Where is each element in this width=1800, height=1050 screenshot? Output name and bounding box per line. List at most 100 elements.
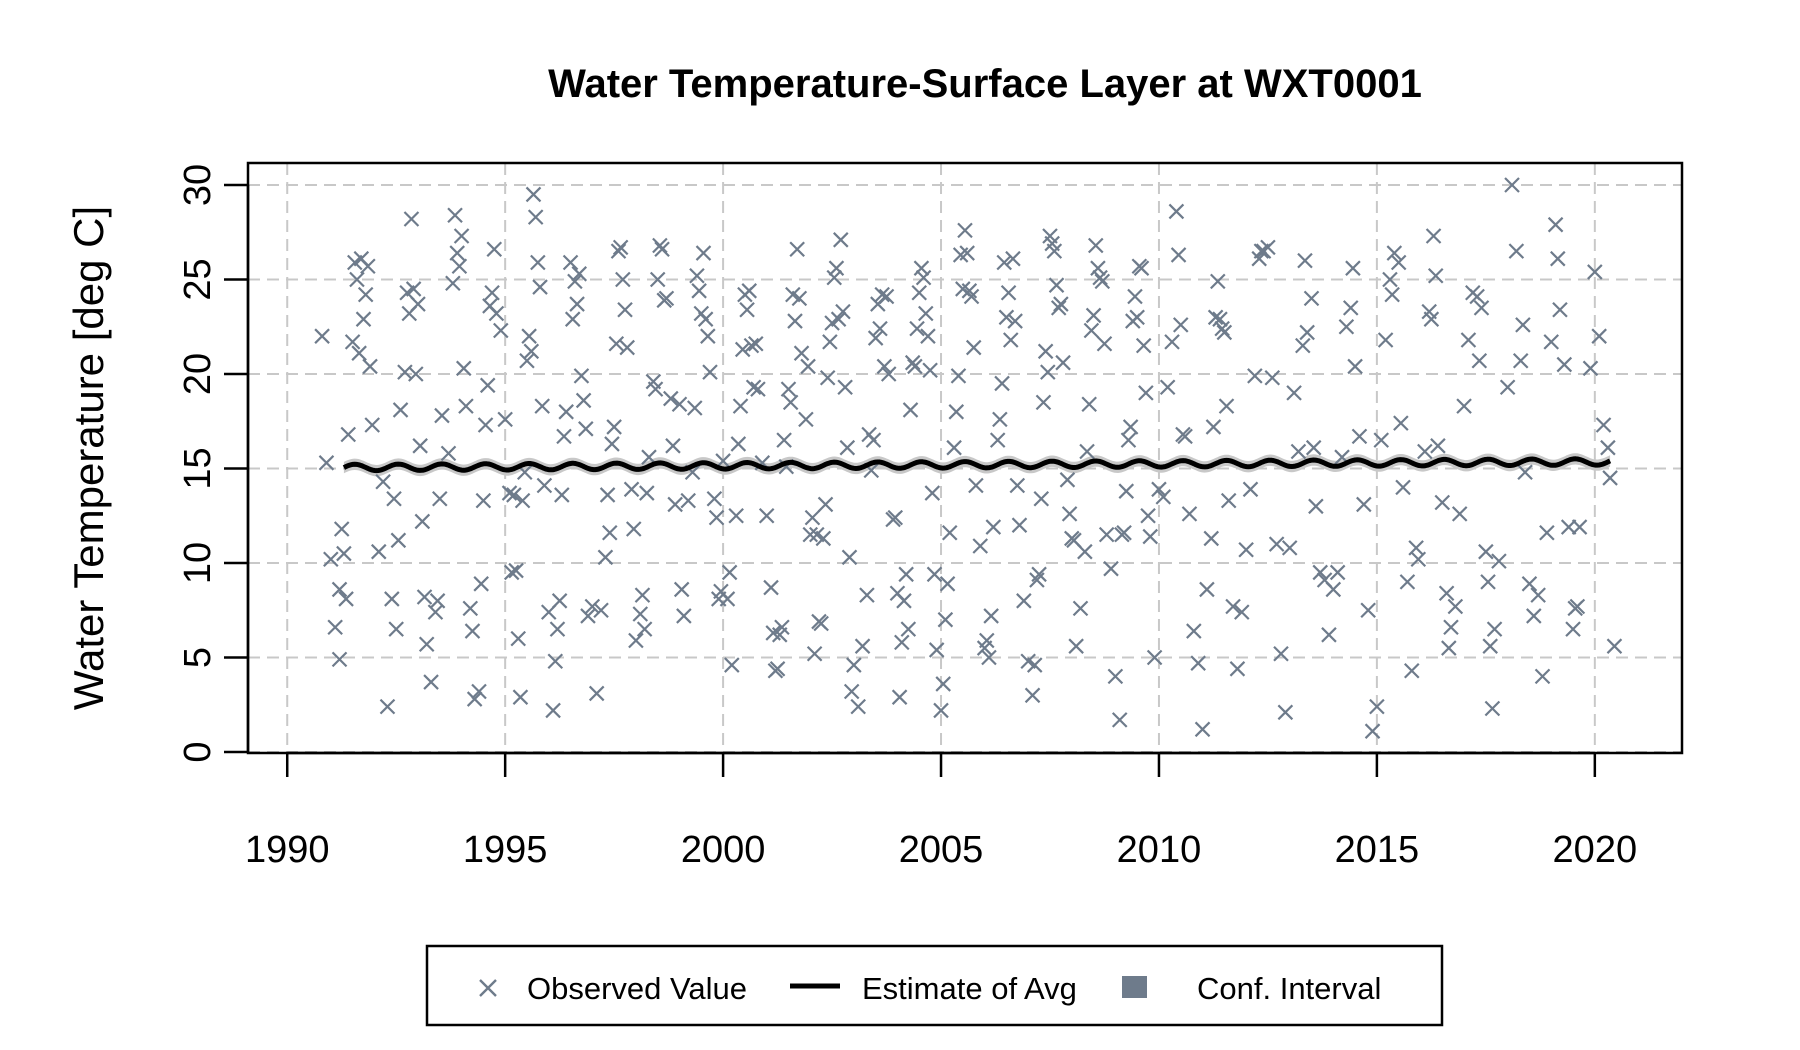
observed-point — [900, 621, 917, 637]
observed-point — [887, 509, 904, 526]
observed-point — [1260, 239, 1276, 256]
x-tick-label: 1995 — [463, 829, 548, 871]
observed-point — [1220, 492, 1237, 509]
observed-point — [1033, 490, 1050, 507]
y-axis: 0 5 10 15 20 25 30 — [177, 164, 250, 763]
observed-point — [719, 591, 736, 607]
observed-point — [728, 507, 744, 524]
observed-point — [769, 661, 786, 677]
observed-point — [1390, 254, 1407, 271]
observed-point — [1427, 267, 1444, 284]
observed-point — [403, 211, 420, 227]
observed-point — [904, 354, 921, 371]
observed-point — [1471, 352, 1488, 369]
observed-point — [558, 404, 574, 420]
observed-point — [992, 411, 1008, 428]
observed-point — [1547, 216, 1564, 233]
observed-point — [1342, 300, 1359, 316]
legend-symbol-interval — [1122, 976, 1147, 998]
observed-point — [1103, 560, 1119, 577]
observed-point — [798, 411, 814, 428]
observed-point — [939, 576, 956, 592]
observed-point — [911, 284, 928, 301]
observed-point — [327, 619, 343, 636]
observed-point — [998, 309, 1015, 326]
observed-point — [1212, 311, 1228, 327]
observed-point — [434, 407, 450, 424]
observed-point — [1127, 288, 1143, 305]
observed-point — [724, 657, 740, 673]
observed-point — [360, 258, 376, 275]
observed-point — [1550, 250, 1566, 267]
observed-point — [741, 283, 758, 299]
observed-point — [1356, 496, 1372, 513]
x-tick-label: 2020 — [1553, 829, 1638, 871]
observed-point — [708, 509, 725, 526]
observed-point — [745, 379, 762, 396]
observed-point — [464, 623, 481, 639]
observed-point — [1286, 385, 1302, 401]
observed-point — [1098, 526, 1115, 543]
observed-point — [458, 398, 474, 414]
observed-point — [628, 632, 644, 649]
y-axis-title: Water Temperature [deg C] — [65, 206, 112, 710]
observed-point — [523, 343, 540, 360]
observed-point — [1569, 598, 1586, 615]
observed-point — [1290, 443, 1307, 460]
observed-point — [876, 358, 893, 375]
observed-point — [697, 311, 714, 327]
observed-point — [1138, 385, 1154, 401]
observed-point — [830, 311, 847, 327]
observed-point — [418, 636, 435, 653]
observed-point — [968, 477, 984, 494]
observed-point — [983, 608, 999, 624]
observed-point — [1077, 543, 1093, 560]
observed-point — [530, 254, 546, 271]
observed-point — [1534, 668, 1551, 685]
observed-point — [1234, 604, 1250, 620]
observed-point — [1118, 483, 1135, 499]
observed-point — [416, 589, 433, 605]
observed-point — [580, 608, 596, 624]
observed-point — [950, 368, 967, 384]
observed-point — [1560, 519, 1577, 535]
observed-point — [632, 606, 649, 622]
observed-point — [1530, 587, 1546, 603]
observed-point — [1046, 243, 1063, 259]
observed-point — [1393, 415, 1409, 431]
observed-point — [1037, 343, 1054, 360]
observed-point — [1438, 585, 1455, 602]
observed-point — [331, 581, 348, 598]
observed-point — [466, 691, 483, 707]
observed-point — [843, 683, 860, 700]
observed-point — [878, 288, 895, 305]
observed-point — [1120, 432, 1137, 448]
observed-point — [1456, 398, 1472, 414]
observed-point — [503, 564, 520, 581]
observed-point — [634, 587, 651, 603]
observed-point — [1425, 228, 1442, 244]
observed-point — [1079, 443, 1095, 460]
y-tick-label: 30 — [177, 164, 219, 206]
observed-point — [1026, 657, 1043, 673]
observed-point — [455, 360, 472, 377]
observed-point — [384, 591, 400, 607]
observed-point — [453, 228, 470, 244]
observed-point — [410, 296, 426, 312]
y-tick-label: 10 — [177, 542, 219, 584]
observed-point — [933, 702, 949, 719]
legend-label-estimate: Estimate of Avg — [862, 971, 1077, 1006]
observed-point — [1347, 358, 1363, 375]
observed-point — [1122, 419, 1139, 435]
observed-point — [1094, 273, 1111, 290]
observed-point — [1473, 300, 1490, 316]
observed-point — [1517, 464, 1533, 481]
observed-point — [1264, 370, 1281, 386]
observed-point — [898, 566, 914, 583]
observed-point — [1430, 438, 1446, 454]
observed-point — [909, 320, 925, 337]
observed-point — [815, 530, 832, 547]
observed-point — [994, 375, 1010, 392]
observed-point — [1382, 271, 1398, 288]
observed-point — [1238, 541, 1254, 558]
